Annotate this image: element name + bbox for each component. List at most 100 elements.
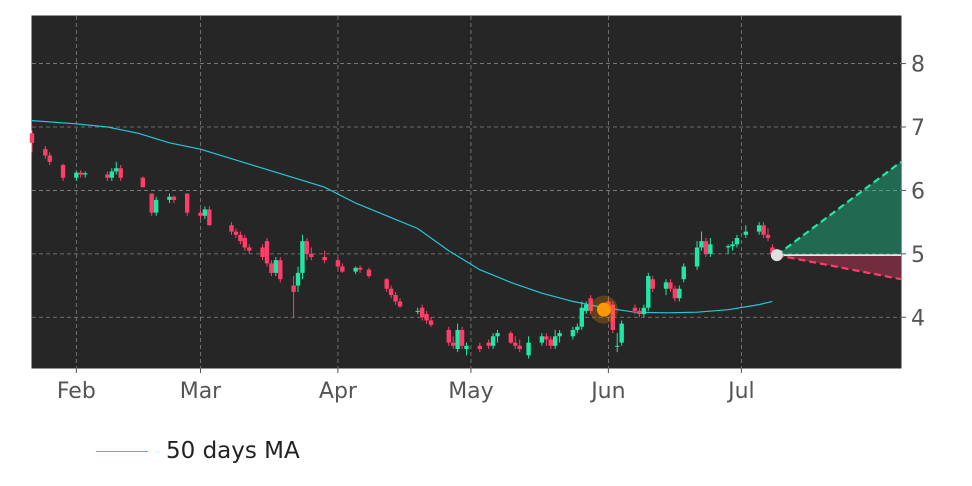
candle-33 — [304, 237, 310, 261]
candle-32 — [300, 234, 305, 280]
candle-body — [575, 326, 580, 330]
candle-body — [291, 285, 296, 292]
candle-body — [428, 320, 434, 325]
candle-81 — [663, 279, 669, 296]
candle-body — [322, 257, 327, 261]
candle-body — [730, 244, 735, 247]
candle-11 — [140, 176, 146, 188]
candle-48 — [428, 317, 434, 327]
candle-body — [526, 342, 531, 356]
candle-8 — [109, 168, 115, 181]
candle-body — [637, 310, 642, 315]
candle-body — [544, 336, 549, 340]
crossover-marker — [596, 302, 611, 317]
candle-body — [238, 234, 243, 242]
candle-91 — [730, 241, 735, 251]
candle-body — [304, 241, 310, 254]
candle-59 — [513, 336, 518, 349]
candle-67 — [570, 326, 576, 340]
candle-73 — [610, 301, 616, 334]
candle-28 — [273, 257, 279, 277]
candle-body — [770, 247, 775, 254]
candle-body — [677, 288, 682, 299]
candle-17 — [198, 209, 203, 219]
candle-body — [397, 301, 403, 307]
candle-body — [570, 329, 576, 337]
candle-56 — [490, 333, 496, 349]
candle-45 — [415, 307, 420, 315]
candle-body — [74, 172, 79, 178]
candle-body — [264, 241, 270, 264]
candle-82 — [668, 279, 673, 292]
candle-body — [615, 345, 620, 347]
candle-53 — [464, 342, 469, 356]
candle-43 — [393, 291, 398, 305]
candle-62 — [539, 333, 545, 346]
candle-body — [424, 314, 429, 321]
candle-body — [29, 133, 35, 143]
candle-44 — [397, 298, 403, 308]
candle-76 — [632, 304, 638, 315]
legend: 50 days MA — [96, 438, 300, 464]
candle-57 — [495, 329, 500, 343]
candle-58 — [508, 331, 514, 344]
candle-body — [734, 237, 740, 245]
candle-body — [641, 307, 647, 315]
candle-body — [366, 269, 372, 277]
candle-7 — [105, 171, 110, 181]
candle-42 — [388, 285, 394, 299]
candle-body — [490, 336, 496, 346]
last-price-marker — [770, 249, 783, 262]
candle-3 — [60, 163, 66, 181]
candle-60 — [517, 339, 522, 353]
candle-68 — [575, 323, 580, 334]
candle-30 — [291, 276, 296, 318]
candle-27 — [269, 260, 274, 277]
candle-body — [539, 336, 545, 343]
x-tick-label-2: Apr — [319, 379, 358, 404]
candle-69 — [579, 301, 584, 330]
candle-96 — [765, 228, 771, 242]
candle-92 — [734, 234, 740, 248]
y-tick-label-3: 7 — [911, 116, 925, 141]
candle-body — [419, 307, 425, 318]
candle-body — [78, 172, 83, 175]
candle-83 — [672, 285, 678, 302]
candle-49 — [446, 326, 451, 346]
candle-body — [47, 155, 52, 162]
candle-body — [43, 149, 48, 156]
candle-22 — [238, 231, 243, 245]
candle-34 — [309, 247, 314, 261]
forecast-upper-line — [776, 160, 902, 256]
candle-body — [619, 323, 624, 343]
candle-body — [663, 282, 669, 289]
candle-body — [140, 177, 146, 188]
candle-body — [708, 244, 713, 254]
candle-body — [384, 279, 389, 289]
candle-body — [278, 260, 283, 280]
candle-body — [765, 234, 771, 238]
candle-body — [552, 336, 558, 346]
candle-50 — [450, 336, 456, 349]
candle-body — [247, 247, 252, 251]
candle-66 — [557, 329, 562, 343]
candle-90 — [725, 244, 731, 254]
candle-9 — [114, 161, 119, 175]
candle-body — [446, 329, 451, 343]
candle-body — [393, 295, 398, 302]
candle-body — [415, 310, 420, 312]
candle-body — [495, 333, 500, 337]
candle-body — [300, 241, 305, 273]
candle-body — [725, 246, 731, 248]
candle-body — [273, 260, 279, 273]
candle-body — [584, 304, 589, 311]
candle-body — [646, 276, 651, 308]
candle-body — [207, 209, 212, 226]
x-tick-label-3: May — [448, 379, 493, 404]
ma-legend-label: 50 days MA — [166, 438, 300, 464]
candle-body — [588, 298, 593, 311]
candle-body — [184, 193, 190, 213]
candle-15 — [171, 195, 177, 204]
candle-23 — [242, 234, 248, 251]
x-tick-label-5: Jul — [726, 379, 755, 404]
